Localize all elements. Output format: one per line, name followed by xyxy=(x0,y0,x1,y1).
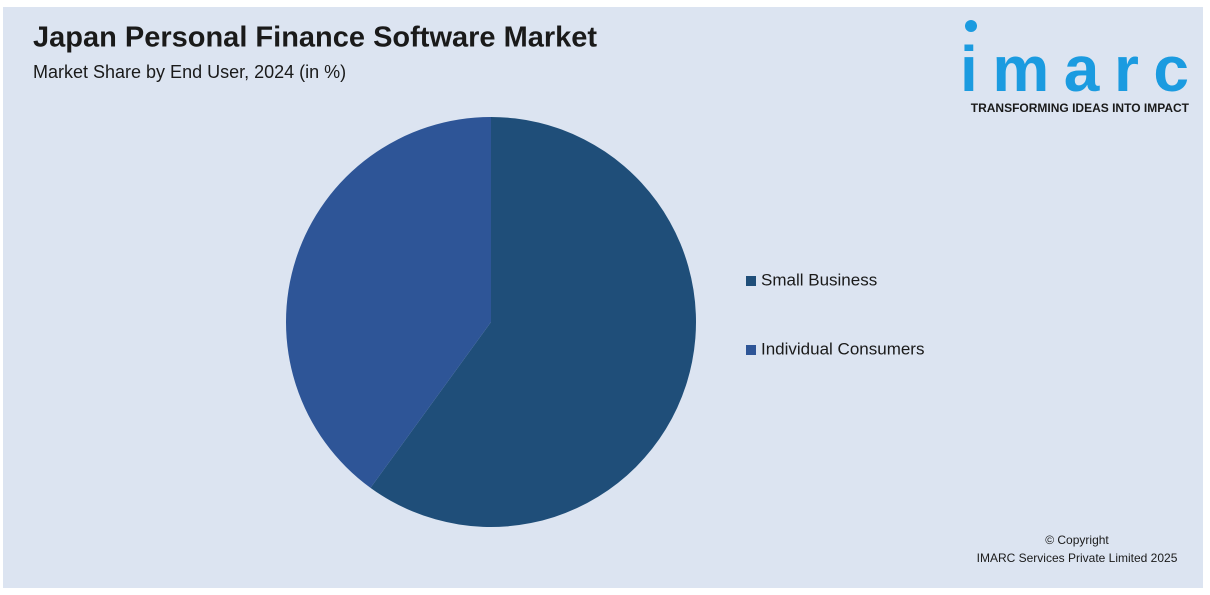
company: IMARC Services Private Limited 2025 xyxy=(977,551,1178,565)
logo-dot xyxy=(965,20,977,32)
chart-subtitle: Market Share by End User, 2024 (in %) xyxy=(33,62,346,82)
legend-label: Individual Consumers xyxy=(761,339,924,358)
legend-swatch xyxy=(746,345,756,355)
pie xyxy=(286,116,697,527)
legend-label: Small Business xyxy=(761,270,877,289)
copyright: © Copyright xyxy=(1045,533,1109,547)
pie-slice xyxy=(370,117,697,527)
logo-tagline: TRANSFORMING IDEAS INTO IMPACT xyxy=(971,101,1190,115)
chart-title: Japan Personal Finance Software Market xyxy=(33,22,597,54)
logo-name: imarc xyxy=(960,33,1190,105)
pie-slice xyxy=(286,116,491,488)
legend: Small Business Individual Consumers xyxy=(746,270,924,358)
legend-swatch xyxy=(746,276,756,286)
